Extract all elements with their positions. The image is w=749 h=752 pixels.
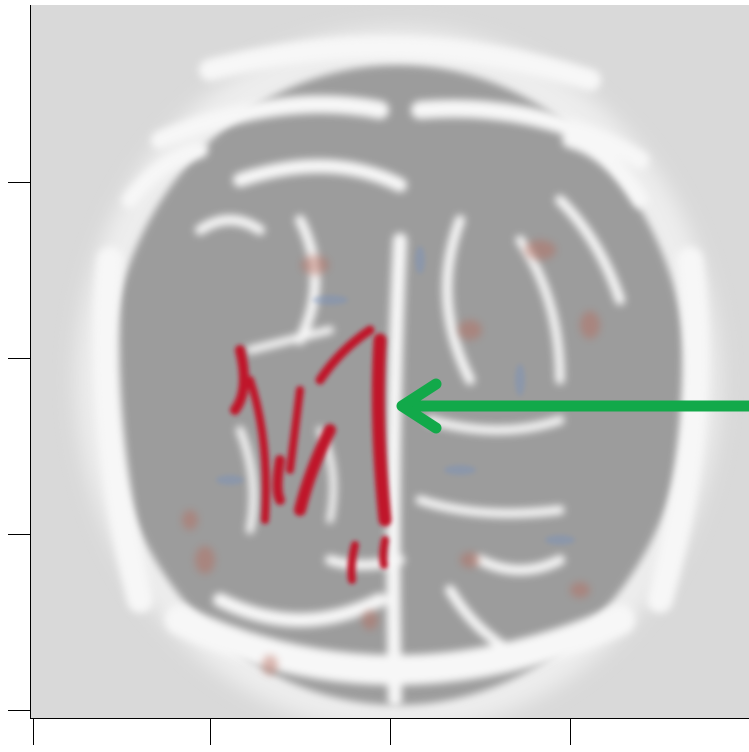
scan-figure <box>0 0 749 752</box>
brain-scan <box>76 28 720 732</box>
page: (() => { const data = JSON.parse(documen… <box>0 0 749 752</box>
